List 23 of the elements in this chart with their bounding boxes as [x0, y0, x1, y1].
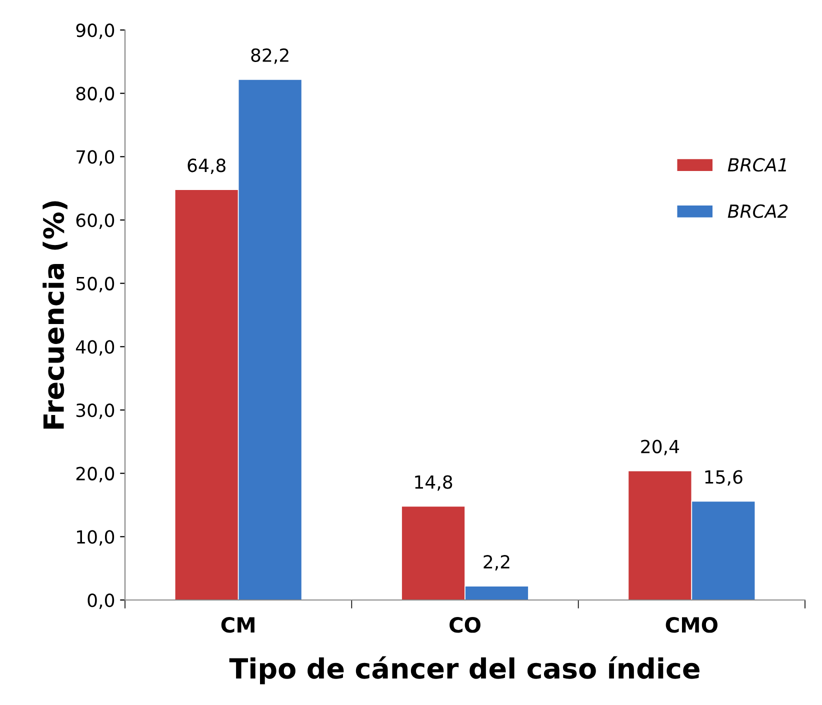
y-tick-label: 50,0 [76, 276, 114, 292]
legend-label: BRCA2 [728, 204, 788, 218]
data-label: 14,8 [415, 475, 452, 491]
y-tick-label: 20,0 [76, 466, 114, 482]
data-label: 15,6 [705, 470, 742, 486]
x-tick-label: CO [450, 617, 480, 633]
data-label: 20,4 [641, 440, 680, 456]
data-label: 82,2 [251, 48, 288, 64]
x-tick-label: CM [221, 617, 254, 633]
y-tick-label: 10,0 [77, 530, 114, 546]
y-axis-title: Frecuencia (%) [42, 201, 68, 429]
y-tick-label: 80,0 [76, 86, 114, 102]
legend-label: BRCA1 [728, 158, 786, 172]
y-tick-label: 70,0 [76, 150, 114, 166]
y-tick-label: 40,0 [76, 340, 114, 356]
x-axis-title: Tipo de cáncer del caso índice [229, 656, 700, 684]
data-label: 64,8 [188, 158, 226, 174]
y-tick-label: 0,0 [88, 593, 114, 609]
y-tick-label: 60,0 [76, 213, 114, 229]
x-tick-label: CMO [666, 617, 718, 633]
data-label: 2,2 [484, 555, 510, 571]
y-tick-label: 30,0 [76, 403, 114, 419]
y-tick-label: 90,0 [76, 23, 114, 39]
